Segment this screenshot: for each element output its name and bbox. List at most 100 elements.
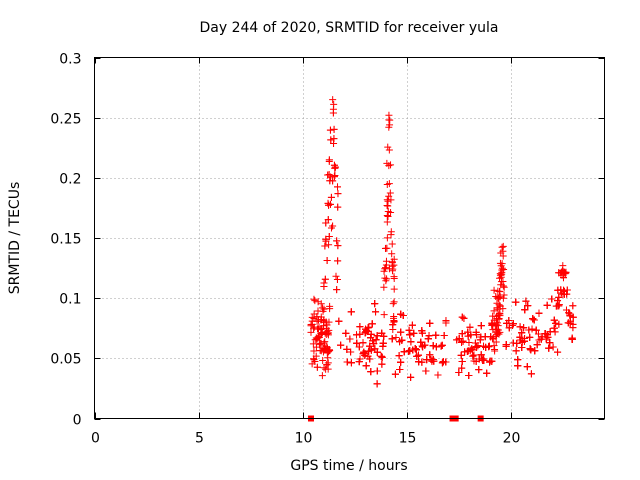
data-point (388, 335, 396, 343)
data-point (329, 177, 337, 185)
y-tick-label: 0.1 (59, 292, 81, 308)
data-point (493, 299, 501, 307)
data-point (560, 287, 568, 295)
data-point (325, 156, 333, 164)
data-point (527, 346, 535, 354)
data-point (520, 337, 528, 345)
data-point (514, 356, 522, 364)
data-point (331, 163, 339, 171)
data-point (324, 365, 332, 373)
data-point (331, 171, 339, 179)
data-point (489, 335, 497, 343)
data-point (415, 351, 423, 359)
data-point (372, 308, 380, 316)
data-point (569, 302, 577, 310)
data-point (531, 347, 539, 355)
data-point (308, 360, 316, 368)
ticks (94, 57, 605, 420)
data-point (388, 250, 396, 258)
data-point (327, 193, 335, 201)
data-point (482, 343, 490, 351)
data-point (390, 313, 398, 321)
data-point (313, 317, 321, 325)
data-point (406, 331, 414, 339)
x-tick-label: 10 (295, 431, 313, 447)
data-point (499, 305, 507, 313)
data-point (322, 237, 330, 245)
data-point (513, 340, 521, 348)
data-points (307, 96, 577, 422)
data-point (326, 347, 334, 355)
data-point (509, 320, 517, 328)
data-point (327, 136, 335, 144)
data-point (398, 336, 406, 344)
y-tick-label: 0.3 (59, 52, 81, 68)
data-point (529, 315, 537, 323)
data-point (366, 342, 374, 350)
data-point (472, 342, 480, 350)
data-point (407, 338, 415, 346)
data-point (320, 339, 328, 347)
data-point (498, 243, 506, 251)
data-point (387, 196, 395, 204)
data-point (343, 358, 351, 366)
data-point (334, 190, 342, 198)
data-point (381, 265, 389, 273)
data-point (346, 335, 354, 343)
data-point (332, 272, 340, 280)
data-point (470, 351, 478, 359)
data-point (551, 328, 559, 336)
data-point (533, 341, 541, 349)
y-tick-labels: 0 0.05 0.1 0.15 0.2 0.25 0.3 (50, 52, 81, 429)
data-point (553, 302, 561, 310)
data-point (563, 286, 571, 294)
data-point (458, 364, 466, 372)
data-point (413, 352, 421, 360)
data-point (310, 325, 318, 333)
data-point (378, 360, 386, 368)
x-tick-labels: 0 5 10 15 20 (91, 431, 520, 447)
data-point (318, 372, 326, 380)
data-point (387, 161, 395, 169)
data-point (330, 125, 338, 133)
data-point (480, 355, 488, 363)
data-point (321, 338, 329, 346)
data-point (317, 347, 325, 355)
data-point (373, 332, 381, 340)
data-point (364, 352, 372, 360)
y-tick-label: 0 (73, 413, 82, 429)
data-point (475, 366, 483, 374)
data-point (406, 347, 414, 355)
data-point (385, 111, 393, 119)
data-point (497, 271, 505, 279)
data-point (326, 305, 334, 313)
data-point (400, 348, 408, 356)
data-point (535, 309, 543, 317)
data-point (364, 327, 372, 335)
data-point (323, 361, 331, 369)
data-point (458, 338, 466, 346)
y-tick-label: 0.25 (50, 112, 81, 128)
data-point (356, 330, 364, 338)
data-point (365, 323, 373, 331)
data-point (384, 202, 392, 210)
data-point (554, 348, 562, 356)
data-point (458, 330, 466, 338)
data-point (390, 255, 398, 263)
data-point (419, 343, 427, 351)
data-point (424, 335, 432, 343)
data-point (466, 323, 474, 331)
data-point (457, 351, 465, 359)
data-point (520, 324, 528, 332)
data-point (383, 234, 391, 242)
data-point (440, 332, 448, 340)
data-point (546, 339, 554, 347)
data-point (389, 300, 397, 308)
data-point (373, 380, 381, 388)
data-point (321, 275, 329, 283)
data-point (353, 339, 361, 347)
data-point (418, 358, 426, 366)
data-point (309, 340, 317, 348)
data-point (500, 283, 508, 291)
data-point (550, 316, 558, 324)
